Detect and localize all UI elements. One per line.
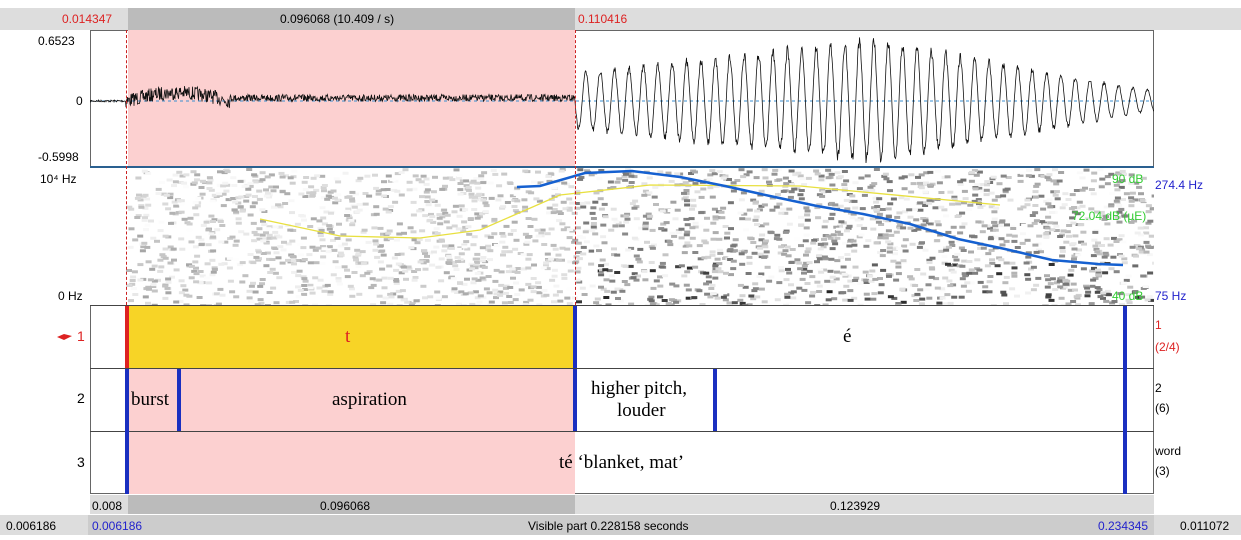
- tier-number[interactable]: 3: [77, 454, 85, 470]
- tier-number[interactable]: 1: [77, 328, 85, 344]
- boundary[interactable]: [125, 369, 129, 494]
- wave-max: 0.6523: [38, 34, 75, 48]
- wave-zero: 0: [76, 94, 83, 108]
- freq-bottom: 0 Hz: [58, 289, 83, 303]
- cursor-line: [575, 30, 576, 305]
- status-time: 0.006186: [92, 519, 142, 533]
- intensity-value: 72.04 dB (µE): [1072, 209, 1146, 223]
- status-time: 0.006186: [6, 519, 56, 533]
- duration: 0.008: [92, 499, 122, 513]
- tier-info: (6): [1155, 401, 1170, 415]
- pitch-top: 274.4 Hz: [1155, 178, 1203, 192]
- tier-number[interactable]: 2: [77, 390, 85, 406]
- cursor-line: [126, 30, 127, 305]
- interval-text[interactable]: aspiration: [332, 389, 407, 411]
- boundary[interactable]: [1123, 306, 1127, 494]
- pitch-bottom: 75 Hz: [1155, 289, 1186, 303]
- interval-text[interactable]: é: [843, 326, 851, 348]
- tier-info: (3): [1155, 464, 1170, 478]
- boundary[interactable]: [713, 369, 717, 431]
- tier-divider: [90, 368, 1154, 369]
- selected-interval[interactable]: [128, 306, 575, 368]
- spectrogram[interactable]: [90, 168, 1154, 305]
- waveform[interactable]: [90, 30, 1154, 167]
- interval-text[interactable]: burst: [131, 389, 169, 411]
- tier-info: word: [1155, 444, 1181, 458]
- interval-text[interactable]: t: [345, 326, 350, 348]
- interval-text[interactable]: louder: [617, 400, 666, 422]
- tier-info: 1: [1155, 318, 1162, 332]
- interval-text[interactable]: té ‘blanket, mat’: [559, 452, 684, 474]
- boundary[interactable]: [177, 369, 181, 431]
- status-time: 0.234345: [1098, 519, 1148, 533]
- interval-text[interactable]: higher pitch,: [591, 378, 687, 400]
- duration: 0.096068: [320, 499, 370, 513]
- pointer-icon: [56, 332, 74, 342]
- boundary[interactable]: [125, 306, 129, 368]
- right-time: 0.110416: [578, 12, 627, 26]
- left-time: 0.014347: [62, 12, 112, 26]
- status-time: 0.011072: [1180, 519, 1229, 533]
- praat-editor: 0.014347 0.096068 (10.409 / s) 0.110416 …: [0, 0, 1241, 540]
- wave-trace: [90, 37, 1154, 163]
- duration: 0.123929: [830, 499, 880, 513]
- boundary[interactable]: [573, 369, 577, 431]
- tier-info: 2: [1155, 381, 1162, 395]
- boundary[interactable]: [573, 306, 577, 368]
- selection-duration: 0.096068 (10.409 / s): [280, 12, 394, 26]
- freq-top: 10⁴ Hz: [40, 172, 77, 186]
- intensity-bottom: 40 dB: [1112, 289, 1143, 303]
- wave-min: -0.5998: [38, 150, 79, 164]
- tier-info: (2/4): [1155, 340, 1180, 354]
- tier-divider: [90, 431, 1154, 432]
- intensity-top: 90 dB: [1112, 172, 1143, 186]
- visible-part: Visible part 0.228158 seconds: [528, 519, 689, 533]
